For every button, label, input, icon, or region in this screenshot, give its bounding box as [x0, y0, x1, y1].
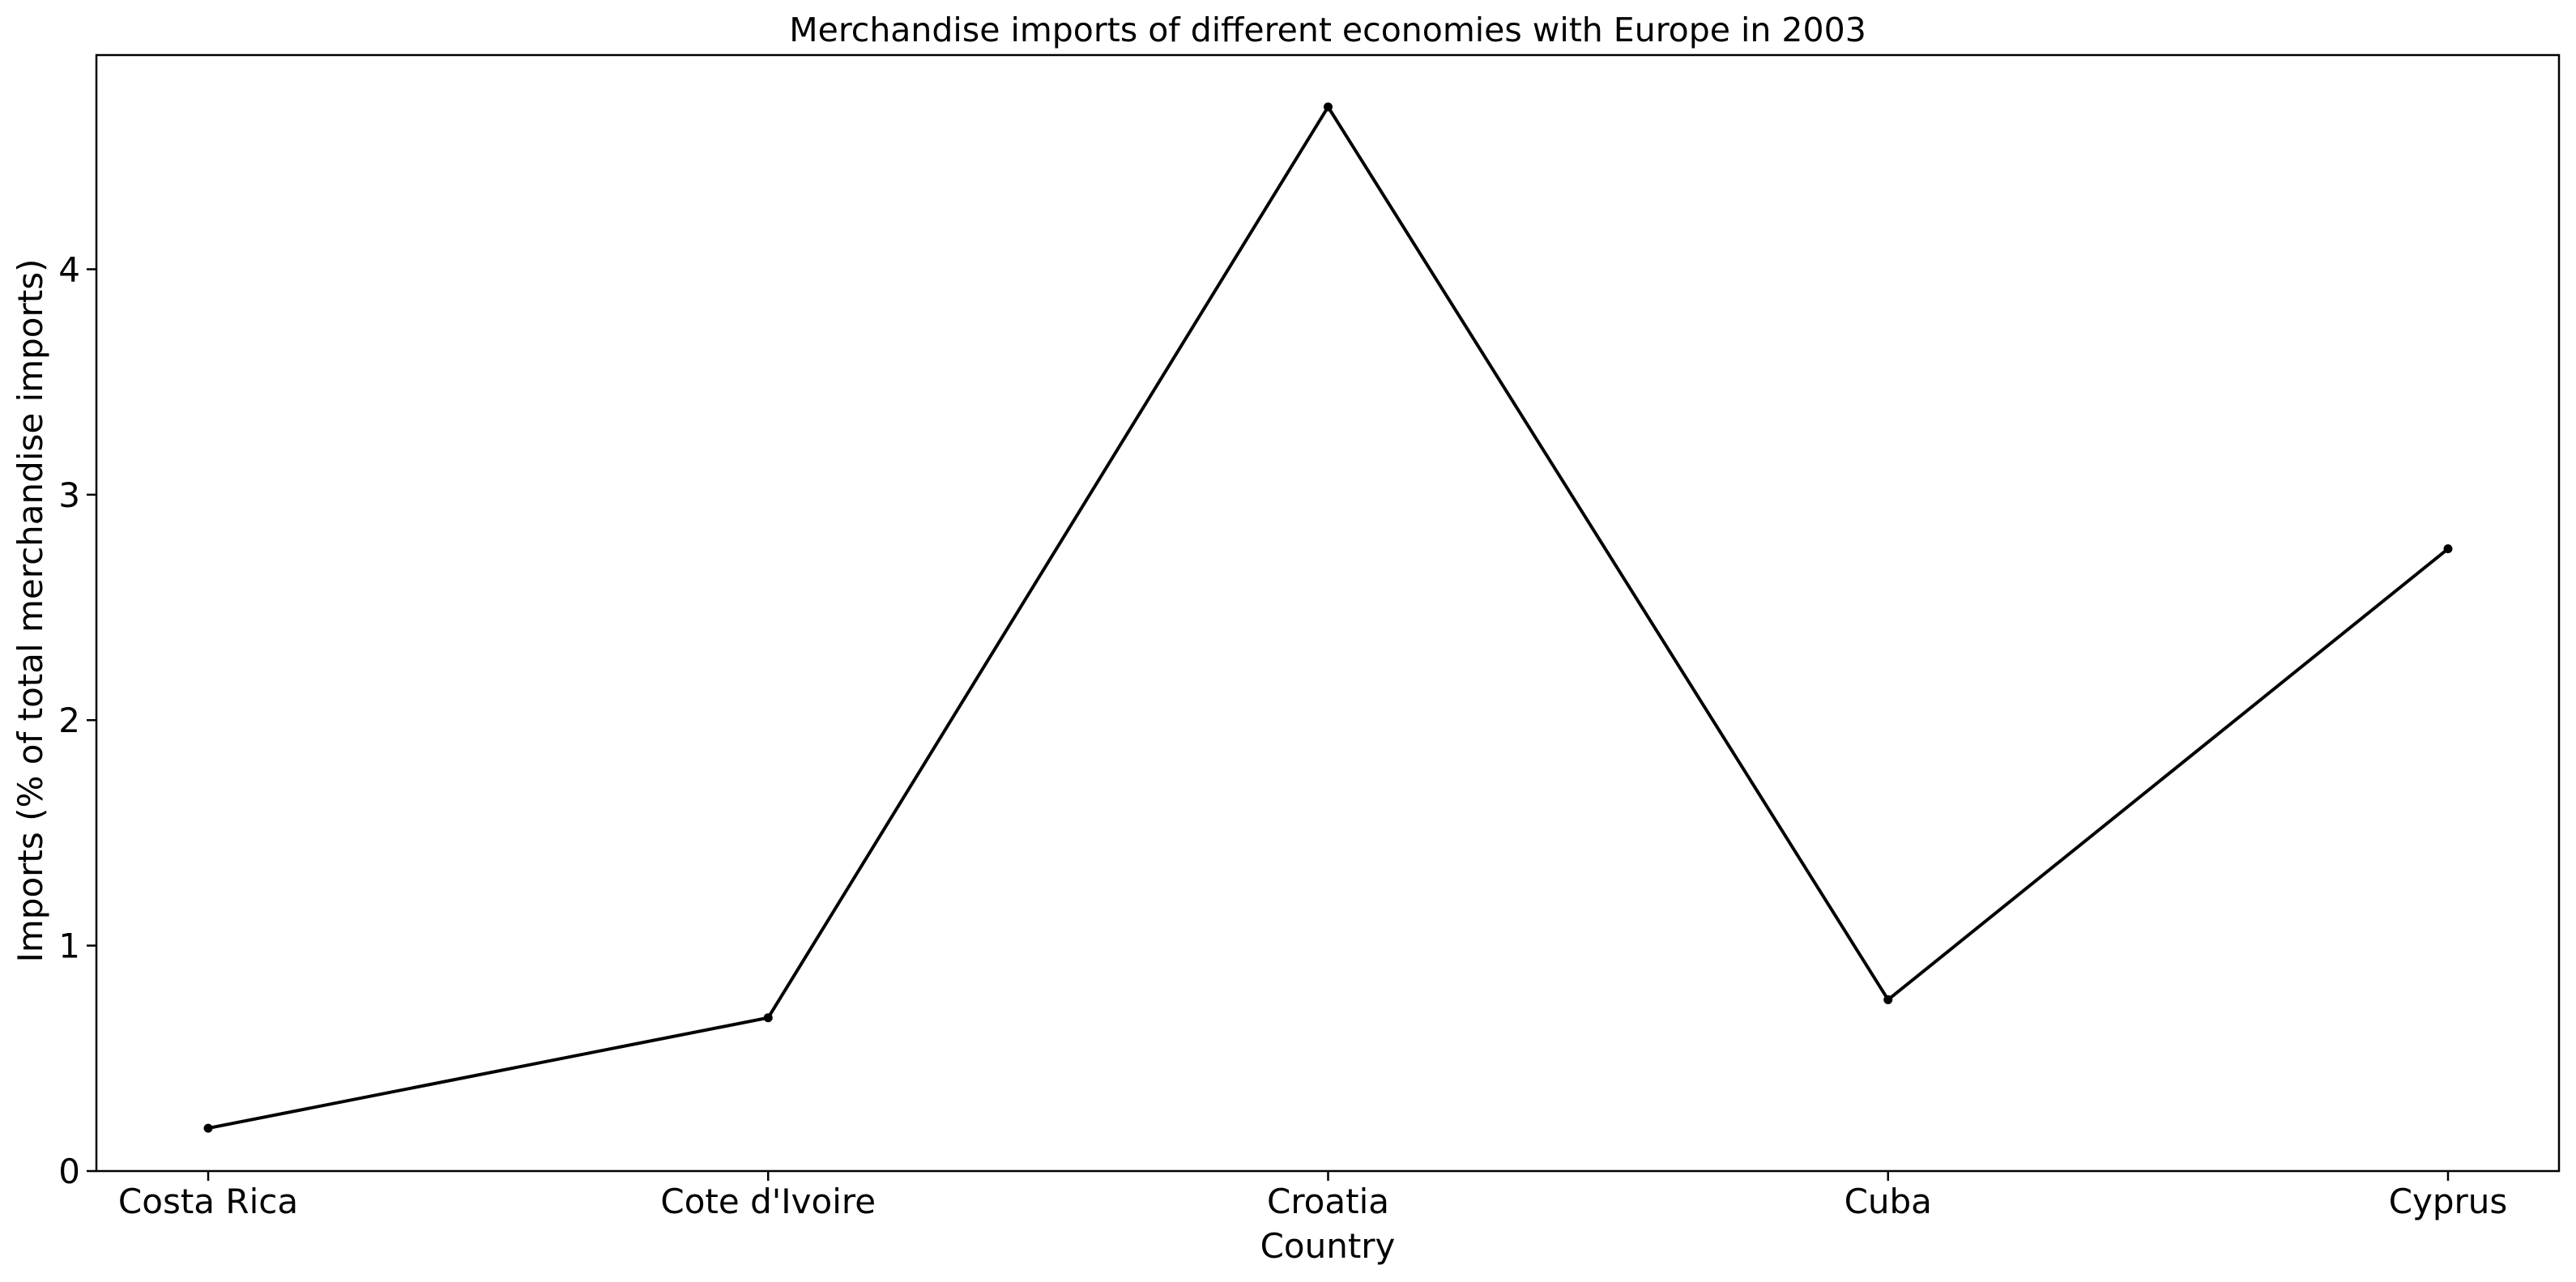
- y-tick-label: 0: [58, 1152, 80, 1191]
- x-axis-label: Country: [1260, 1226, 1396, 1266]
- y-tick-label: 2: [58, 701, 80, 740]
- data-point: [2443, 544, 2453, 554]
- data-point: [1324, 102, 1333, 112]
- data-point: [1883, 995, 1893, 1004]
- x-tick-label: Croatia: [1267, 1182, 1389, 1221]
- plot-area-frame: [95, 53, 2561, 1173]
- x-tick-label: Cuba: [1845, 1182, 1932, 1221]
- y-axis-label: Imports (% of total merchandise imports): [11, 259, 50, 963]
- y-axis-ticks: 0 1 2 3 4: [58, 249, 96, 1191]
- chart-title: Merchandise imports of different economi…: [789, 11, 1866, 49]
- x-tick-label: Cyprus: [2389, 1182, 2508, 1221]
- x-tick-label: Cote d'Ivoire: [660, 1182, 876, 1221]
- y-tick-label: 4: [58, 249, 80, 289]
- series-markers: [203, 102, 2453, 1133]
- y-tick-label: 1: [58, 926, 80, 966]
- x-axis-ticks: Costa Rica Cote d'Ivoire Croatia Cuba Cyprus: [118, 1171, 2507, 1221]
- data-point: [763, 1013, 773, 1023]
- x-tick-label: Costa Rica: [118, 1182, 298, 1221]
- y-tick-label: 3: [58, 475, 80, 515]
- data-point: [203, 1123, 213, 1133]
